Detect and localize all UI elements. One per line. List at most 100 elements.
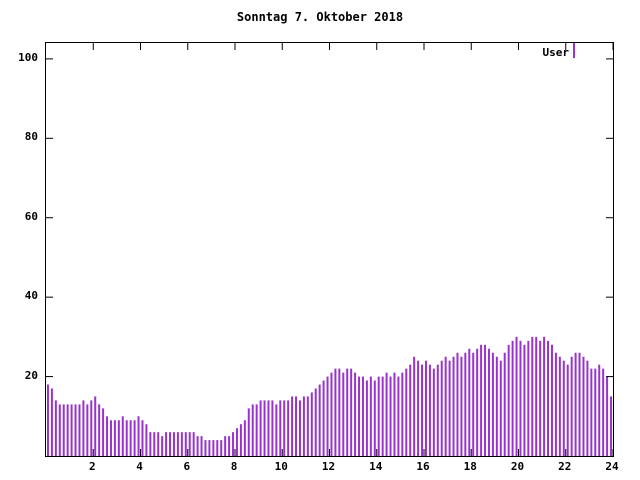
bar [54,400,57,456]
bar [176,432,179,456]
bar [196,436,199,456]
bar [519,340,522,456]
bar [491,352,494,456]
bar [385,372,388,456]
bar [275,404,278,456]
bar [444,356,447,456]
bar [247,408,250,456]
bar [172,432,175,456]
bar [424,360,427,456]
bar [90,400,93,456]
bar [192,432,195,456]
bar [358,376,361,456]
bar [58,404,61,456]
bar [586,360,589,456]
x-tick-label: 2 [88,460,96,473]
bar [188,432,191,456]
bar [354,372,357,456]
y-tick-label: 100 [18,50,38,64]
bar [499,360,502,456]
bar [145,424,148,456]
bar [535,336,538,456]
bar [314,388,317,456]
bar [220,440,223,456]
bar [369,376,372,456]
bar [74,404,77,456]
bar [547,340,550,456]
bar [397,376,400,456]
bar [306,396,309,456]
bar [133,420,136,456]
bar [346,368,349,456]
bar [487,348,490,456]
bar [365,380,368,456]
bar [94,396,97,456]
bar [326,376,329,456]
bar [232,432,235,456]
bar [66,404,69,456]
bar [208,440,211,456]
bar [468,348,471,456]
bar [401,372,404,456]
bar [287,400,290,456]
bar [472,352,475,456]
bar [137,416,140,456]
bar [121,416,124,456]
bar [389,376,392,456]
bar [610,396,613,456]
legend-user-label: User [542,46,570,59]
bar [523,344,526,456]
y-tick-label: 20 [24,368,38,382]
bar [590,368,593,456]
bar [413,356,416,456]
x-tick-label: 20 [510,460,525,473]
bar [251,404,254,456]
bar [417,360,420,456]
bar [361,376,364,456]
bar [393,372,396,456]
bar [239,424,242,456]
bar [235,428,238,456]
bar [436,364,439,456]
bar [480,344,483,456]
bar [263,400,266,456]
legend-user-line [573,43,575,58]
bar [558,356,561,456]
chart-title: Sonntag 7. Oktober 2018 [236,10,404,24]
bar [421,364,424,456]
bar [224,436,227,456]
bar [334,368,337,456]
bar [157,432,160,456]
y-tick-label: 80 [24,130,38,144]
x-tick-label: 4 [136,460,143,473]
bar [330,372,333,456]
x-tick-label: 18 [463,460,477,473]
plot-area: User [45,42,614,457]
bar [476,348,479,456]
bar [62,404,65,456]
bar [464,352,467,456]
bar [594,368,597,456]
bar [495,356,498,456]
bar [570,356,573,456]
bar [259,400,262,456]
bar [381,376,384,456]
x-tick-label: 14 [369,460,383,473]
bar [82,400,85,456]
bar [279,400,282,456]
x-tick-label: 24 [605,460,619,473]
y-tick-label: 40 [24,289,38,303]
bar [527,340,530,456]
user-impulses [46,336,613,456]
bar [606,376,609,456]
bar [78,404,81,456]
y-tick-label: 60 [24,209,38,223]
x-tick-label: 10 [274,460,288,473]
bar [125,420,128,456]
bar [598,364,601,456]
bar [539,340,542,456]
bar [200,436,203,456]
bar [86,404,89,456]
bar [70,404,73,456]
bar [255,404,258,456]
